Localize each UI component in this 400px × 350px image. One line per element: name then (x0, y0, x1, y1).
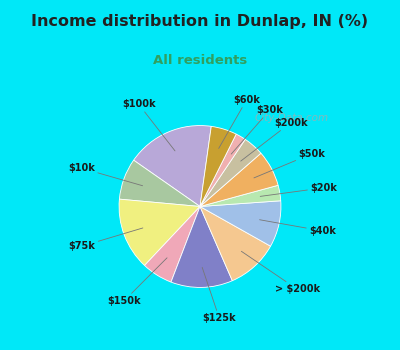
Wedge shape (119, 160, 200, 206)
Wedge shape (200, 153, 278, 206)
Text: $40k: $40k (260, 220, 336, 236)
Text: $75k: $75k (69, 228, 143, 251)
Text: > $200k: > $200k (241, 251, 320, 294)
Wedge shape (200, 139, 261, 206)
Wedge shape (200, 185, 281, 206)
Text: City-Data.com: City-Data.com (255, 113, 329, 123)
Text: Income distribution in Dunlap, IN (%): Income distribution in Dunlap, IN (%) (32, 14, 368, 29)
Text: All residents: All residents (153, 54, 247, 66)
Wedge shape (171, 206, 232, 287)
Wedge shape (144, 206, 200, 282)
Text: $60k: $60k (219, 95, 260, 148)
Wedge shape (200, 201, 281, 246)
Text: $150k: $150k (107, 258, 167, 306)
Wedge shape (200, 206, 270, 281)
Wedge shape (200, 126, 236, 206)
Text: $125k: $125k (202, 267, 236, 323)
Wedge shape (134, 126, 211, 206)
Text: $10k: $10k (68, 163, 142, 186)
Wedge shape (200, 134, 245, 206)
Text: $20k: $20k (260, 183, 337, 196)
Text: $50k: $50k (254, 149, 325, 178)
Wedge shape (119, 199, 200, 265)
Text: $200k: $200k (241, 118, 308, 161)
Text: $30k: $30k (231, 105, 283, 154)
Text: $100k: $100k (122, 99, 175, 151)
